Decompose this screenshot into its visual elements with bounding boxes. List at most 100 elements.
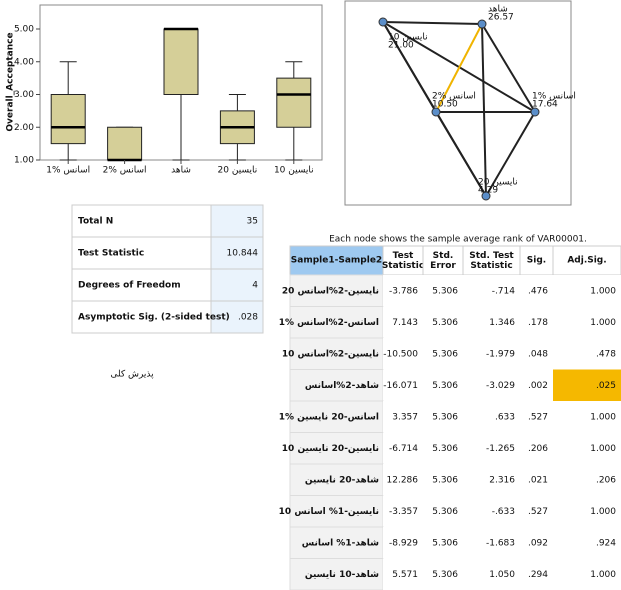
table-cell: [289, 463, 384, 496]
row-label: 10 نایسین-20 نایسین: [282, 444, 379, 454]
x-tick-label: شاهد: [171, 166, 191, 176]
header-text: Std. Error: [430, 251, 456, 271]
table-cell: [463, 558, 520, 590]
header-cell: [462, 245, 521, 276]
cell-value: .178: [528, 318, 548, 328]
table-cell: [423, 558, 463, 590]
header-text: Sig.: [527, 256, 546, 266]
summary-value-cell: [210, 268, 264, 302]
cell-value: 5.306: [432, 318, 458, 328]
cell-value: -1.979: [486, 350, 515, 360]
table-cell: [520, 527, 553, 559]
cell-value: 5.306: [432, 444, 458, 454]
table-cell: [463, 495, 520, 527]
network-edge: [485, 111, 536, 197]
cell-value: -1.265: [486, 444, 515, 454]
table-cell: [383, 306, 423, 338]
table-cell: [520, 275, 553, 307]
y-axis-label: Overall_Acceptance: [6, 32, 16, 131]
summary-label-cell: [71, 204, 212, 238]
box: [107, 126, 143, 161]
table-cell: [383, 432, 423, 464]
network-edge: [435, 23, 483, 113]
table-cell: [553, 369, 621, 401]
table-cell: [553, 338, 621, 370]
row-label: شاهد-10 نایسین: [305, 570, 379, 580]
cell-value: -3.029: [486, 381, 515, 391]
table-cell: [289, 400, 384, 433]
table-cell: [423, 432, 463, 464]
cell-value: .924: [596, 539, 616, 549]
row-label: شاهد-1% اسانس: [302, 539, 379, 549]
x-tick-label: 2% اسانس: [103, 166, 147, 176]
cell-value: .478: [596, 350, 616, 360]
table-cell: [463, 338, 520, 370]
summary-value: 35: [247, 217, 258, 227]
table-cell: [383, 527, 423, 559]
cell-value: -.633: [492, 507, 515, 517]
node-label: 10 نایسین: [388, 33, 428, 43]
cell-value: 5.306: [432, 476, 458, 486]
table-cell: [383, 369, 423, 401]
table-cell: [463, 432, 520, 464]
cell-value: -10.500: [383, 350, 418, 360]
table-cell: [383, 558, 423, 590]
table-cell: [423, 527, 463, 559]
y-tick-label: 5.00: [14, 25, 34, 35]
cell-value: -3.357: [389, 507, 418, 517]
cell-value: 1.000: [590, 444, 616, 454]
cell-value: .527: [528, 507, 548, 517]
table-cell: [520, 464, 553, 496]
cell-value: 5.571: [392, 570, 418, 580]
table-cell: [553, 275, 621, 307]
cell-value: .048: [528, 350, 548, 360]
node-rank: 10.50: [432, 100, 458, 110]
cell-value: -1.683: [486, 539, 515, 549]
summary-label: Degrees of Freedom: [78, 281, 181, 291]
cell-value: .633: [495, 413, 515, 423]
node-rank: 26.57: [488, 13, 514, 23]
table-cell: [463, 369, 520, 401]
x-tick-label: 10 نایسین: [274, 166, 314, 176]
table-cell: [463, 306, 520, 338]
row-label: 20 نایسین-2%اسانس: [282, 287, 379, 297]
table-cell: [553, 558, 621, 590]
box: [276, 77, 312, 128]
summary-label: Test Statistic: [78, 249, 144, 259]
summary-label: Asymptotic Sig. (2-sided test): [78, 313, 230, 323]
node-rank: 21.00: [388, 41, 414, 51]
header-cell: [552, 245, 621, 276]
table-cell: [520, 306, 553, 338]
cell-value: 1.346: [489, 318, 515, 328]
cell-value: 5.306: [432, 507, 458, 517]
network-edge: [435, 111, 487, 197]
summary-value: 4: [252, 281, 258, 291]
header-text: Adj.Sig.: [567, 256, 606, 266]
table-cell: [423, 464, 463, 496]
network-node: [378, 17, 388, 27]
cell-value: .092: [528, 539, 548, 549]
table-cell: [463, 527, 520, 559]
summary-label: Total N: [78, 217, 113, 227]
x-tick-label: 1% اسانس: [46, 166, 90, 176]
header-text: Std. Test Statistic: [469, 251, 514, 271]
table-cell: [289, 495, 384, 528]
table-cell: [383, 275, 423, 307]
summary-value: .028: [238, 313, 258, 323]
table-cell: [289, 432, 384, 465]
table-cell: [289, 526, 384, 559]
y-tick-label: 4.00: [14, 57, 34, 67]
row-label: 10 نایسین-2%اسانس: [282, 350, 379, 360]
table-cell: [383, 338, 423, 370]
cell-value: 5.306: [432, 413, 458, 423]
cell-value: 2.316: [489, 476, 515, 486]
node-rank: 17.64: [532, 100, 558, 110]
cell-value: -8.929: [389, 539, 418, 549]
header-text: Sample1-Sample2: [291, 256, 382, 266]
table-cell: [520, 432, 553, 464]
cell-value: 1.000: [590, 318, 616, 328]
table-cell: [553, 306, 621, 338]
table-cell: [553, 432, 621, 464]
cell-value: .206: [528, 444, 548, 454]
